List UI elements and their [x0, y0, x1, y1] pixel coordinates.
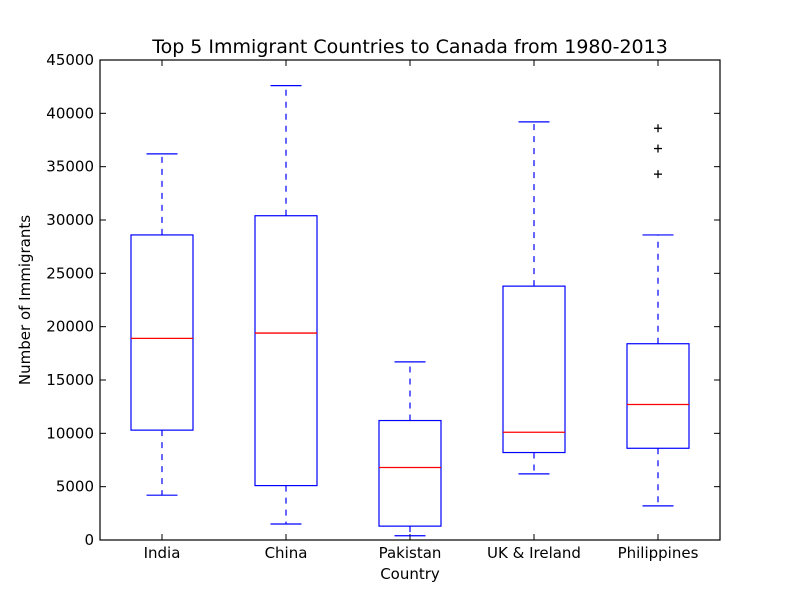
box-2 [378, 361, 442, 537]
y-tick-label: 40000 [46, 104, 94, 122]
plot-area [100, 59, 720, 541]
x-tick-label: Philippines [618, 544, 699, 562]
plot-frame [99, 59, 721, 541]
x-tick-label: Pakistan [379, 544, 442, 562]
y-tick-label: 25000 [46, 264, 94, 282]
x-tick-label: UK & Ireland [487, 544, 581, 562]
x-tick-label: China [265, 544, 308, 562]
outlier-point [654, 170, 662, 179]
outlier-point [654, 144, 662, 153]
y-tick-label: 35000 [46, 158, 94, 176]
y-tick-label: 0 [84, 531, 94, 549]
outlier-point [654, 124, 662, 133]
y-tick-label: 30000 [46, 211, 94, 229]
iqr-box [626, 343, 690, 449]
box-0 [130, 153, 194, 496]
y-tick-label: 5000 [56, 478, 94, 496]
y-tick-label: 20000 [46, 318, 94, 336]
box-3 [502, 121, 566, 475]
box-1 [254, 84, 318, 525]
x-axis-label: Country [380, 565, 440, 583]
iqr-box [254, 215, 318, 487]
y-tick-label: 10000 [46, 424, 94, 442]
y-axis-label: Number of Immigrants [16, 215, 34, 385]
y-tick-label: 15000 [46, 371, 94, 389]
iqr-box [502, 285, 566, 454]
chart-title: Top 5 Immigrant Countries to Canada from… [151, 36, 668, 58]
box-4 [626, 124, 690, 507]
iqr-box [130, 234, 194, 431]
x-tick-label: India [144, 544, 181, 562]
iqr-box [378, 419, 442, 527]
y-tick-label: 45000 [46, 51, 94, 69]
